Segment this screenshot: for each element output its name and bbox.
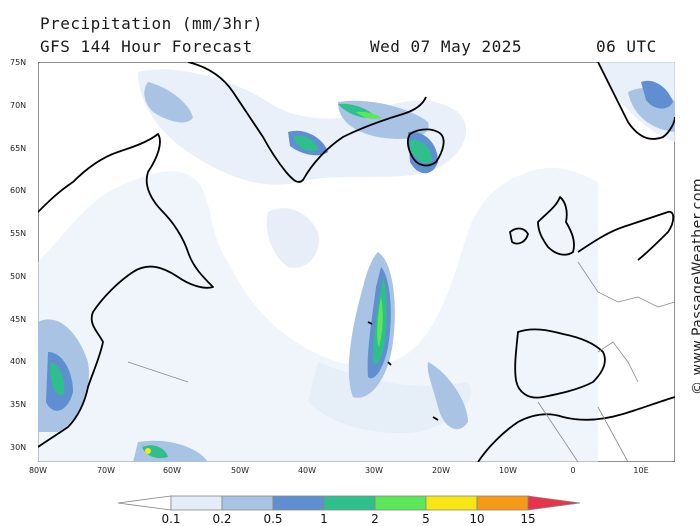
lat-label: 75N xyxy=(10,58,27,67)
legend-swatch xyxy=(221,495,274,511)
lat-label: 55N xyxy=(10,229,27,238)
lat-label: 60N xyxy=(10,186,27,195)
legend-tick: 15 xyxy=(520,512,536,526)
lat-label: 70N xyxy=(10,101,27,110)
lat-label: 50N xyxy=(10,272,27,281)
legend-swatch xyxy=(323,495,376,511)
legend-tick: 2 xyxy=(371,512,379,526)
forecast-date: Wed 07 May 2025 xyxy=(370,37,522,56)
lat-label: 35N xyxy=(10,400,27,409)
legend-swatch xyxy=(118,495,172,511)
lat-label: 40N xyxy=(10,357,27,366)
legend-tick: 0.5 xyxy=(263,512,283,526)
credit-text: © www.PassageWeather.com xyxy=(690,177,700,395)
legend-tick: 10 xyxy=(469,512,485,526)
legend-swatch xyxy=(476,495,529,511)
lon-label: 30W xyxy=(364,466,384,475)
lon-label: 10W xyxy=(498,466,518,475)
borders xyxy=(127,261,675,462)
coastlines xyxy=(38,62,675,462)
lon-label: 80W xyxy=(28,466,48,475)
precip-peak-marker xyxy=(145,448,151,454)
lon-label: 50W xyxy=(230,466,250,475)
legend-swatch xyxy=(170,495,223,511)
lon-label: 70W xyxy=(96,466,116,475)
legend-tick: 0.2 xyxy=(212,512,232,526)
legend-swatch xyxy=(527,495,581,511)
lat-label: 45N xyxy=(10,315,27,324)
legend-swatch xyxy=(425,495,478,511)
lon-label: 0 xyxy=(570,466,576,475)
lon-label: 10E xyxy=(633,466,649,475)
lat-label: 65N xyxy=(10,144,27,153)
legend-tick: 1 xyxy=(320,512,328,526)
lon-label: 20W xyxy=(431,466,451,475)
map-title: Precipitation (mm/3hr) xyxy=(40,14,263,33)
legend-swatch xyxy=(374,495,427,511)
forecast-time: 06 UTC xyxy=(596,37,657,56)
color-legend xyxy=(118,495,581,511)
precipitation-map xyxy=(38,62,675,462)
legend-tick: 0.1 xyxy=(161,512,181,526)
forecast-label: GFS 144 Hour Forecast xyxy=(40,37,253,56)
lat-label: 30N xyxy=(10,443,27,452)
precip-max-fill xyxy=(356,111,383,347)
legend-tick: 5 xyxy=(422,512,430,526)
lon-label: 40W xyxy=(297,466,317,475)
legend-swatch xyxy=(272,495,325,511)
lon-label: 60W xyxy=(162,466,182,475)
